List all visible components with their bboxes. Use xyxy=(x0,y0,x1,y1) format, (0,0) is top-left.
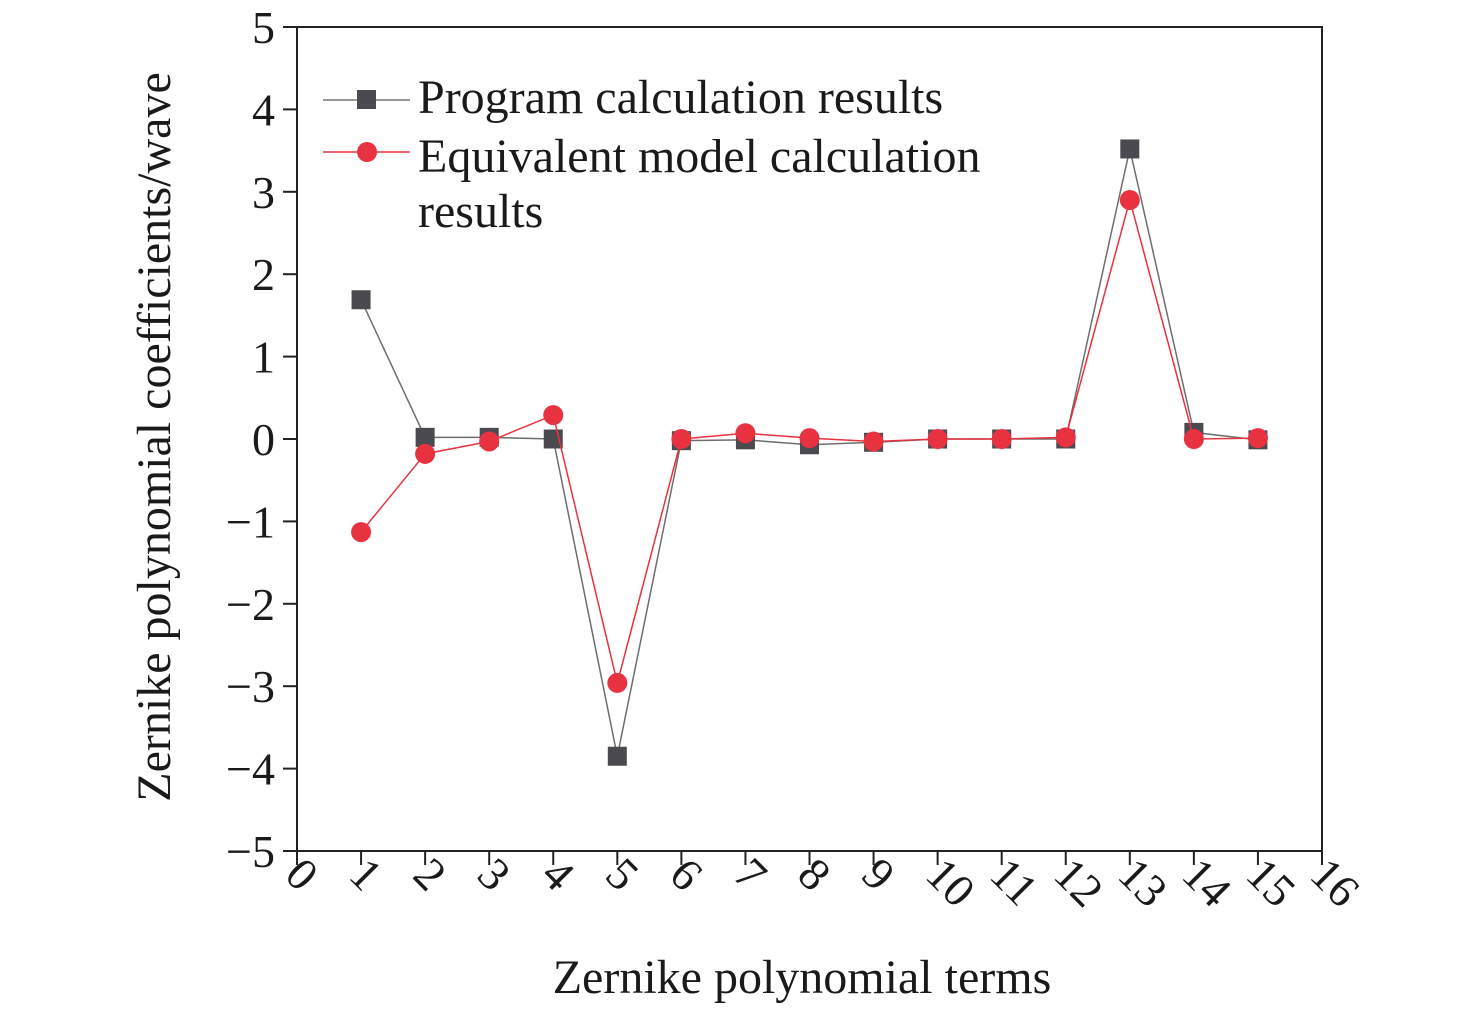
data-point-circle xyxy=(799,428,820,449)
legend-label-equivalent-line1: Equivalent model calculation xyxy=(418,130,980,183)
legend-label-program: Program calculation results xyxy=(418,71,943,124)
x-tick-label: 2 xyxy=(404,848,456,900)
x-tick-label: 6 xyxy=(660,848,712,900)
x-tick-label: 15 xyxy=(1237,848,1306,917)
data-point-square xyxy=(415,427,435,447)
y-tick-label: 3 xyxy=(252,167,275,218)
legend-label-equivalent-line2: results xyxy=(418,185,543,238)
y-axis: 5 4 3 2 1 0 −1 −2 −3 −4 −5 xyxy=(226,2,297,877)
data-point-circle xyxy=(479,431,500,452)
legend-marker-square xyxy=(357,90,376,109)
y-tick-label: 2 xyxy=(252,249,275,300)
data-point-circle xyxy=(543,405,564,426)
y-tick-label: −1 xyxy=(226,496,275,547)
y-axis-title: Zernike polynomial coefficients/wave xyxy=(128,72,181,802)
y-tick-label: 0 xyxy=(252,414,275,465)
x-tick-label: 4 xyxy=(532,848,584,900)
data-point-circle xyxy=(671,429,692,449)
data-point-circle xyxy=(1183,429,1204,449)
x-tick-label: 13 xyxy=(1109,848,1178,917)
x-axis-title: Zernike polynomial terms xyxy=(553,951,1052,1004)
data-point-square xyxy=(1120,139,1140,159)
legend: Program calculation results Equivalent m… xyxy=(323,71,980,238)
data-point-circle xyxy=(415,443,436,464)
data-point-circle xyxy=(991,429,1012,449)
series-layer xyxy=(351,139,1268,766)
data-point-circle xyxy=(1119,190,1140,211)
data-point-circle xyxy=(1247,428,1268,449)
y-tick-label: 5 xyxy=(252,2,275,53)
x-tick-label: 7 xyxy=(724,848,776,900)
y-tick-label: −3 xyxy=(226,661,275,712)
series-equivalent xyxy=(351,190,1268,693)
x-tick-label: 11 xyxy=(981,848,1048,915)
x-tick-label: 8 xyxy=(788,848,840,900)
x-tick-label: 16 xyxy=(1301,848,1370,917)
x-tick-label: 1 xyxy=(340,848,392,900)
y-tick-label: 4 xyxy=(252,84,275,135)
data-point-square xyxy=(351,290,371,310)
data-point-square xyxy=(607,746,627,766)
x-tick-label: 5 xyxy=(596,848,648,900)
data-point-circle xyxy=(927,429,948,449)
data-point-circle xyxy=(863,431,884,452)
y-tick-label: −5 xyxy=(226,826,275,877)
data-point-circle xyxy=(1055,427,1076,448)
data-point-circle xyxy=(607,672,628,693)
x-tick-label: 0 xyxy=(276,848,328,900)
x-tick-label: 14 xyxy=(1173,848,1242,917)
x-tick-label: 10 xyxy=(917,848,986,917)
x-tick-label: 9 xyxy=(852,848,904,900)
y-tick-label: −2 xyxy=(226,579,275,630)
y-tick-label: −4 xyxy=(226,744,275,795)
data-point-circle xyxy=(351,522,372,543)
x-tick-label: 12 xyxy=(1045,848,1114,917)
legend-marker-circle xyxy=(357,142,377,162)
data-point-circle xyxy=(735,423,756,444)
y-tick-label: 1 xyxy=(252,332,275,383)
x-tick-label: 3 xyxy=(468,848,520,900)
